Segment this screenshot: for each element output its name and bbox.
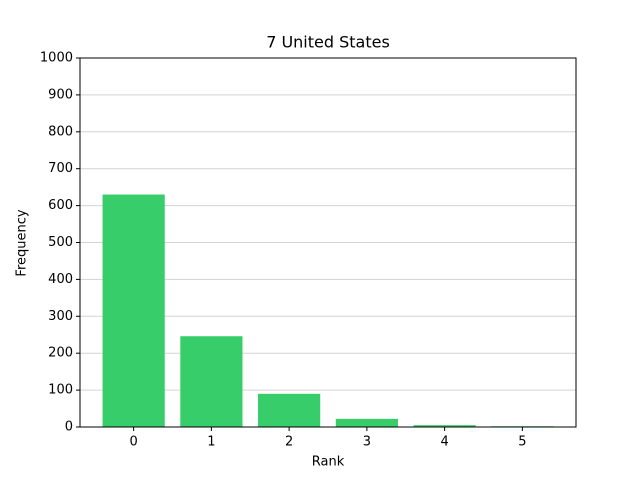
x-tick-label: 3 xyxy=(363,435,371,450)
y-tick-label: 500 xyxy=(48,235,73,250)
x-tick-label: 0 xyxy=(130,435,138,450)
y-tick-label: 100 xyxy=(48,383,73,398)
y-tick-label: 300 xyxy=(48,309,73,324)
x-tick-label: 5 xyxy=(518,435,526,450)
bar xyxy=(258,393,321,427)
bar xyxy=(413,425,476,427)
y-tick-label: 600 xyxy=(48,198,73,213)
y-tick-label: 400 xyxy=(48,272,73,287)
y-tick-label: 1000 xyxy=(40,51,73,66)
y-axis-label: Frequency xyxy=(15,209,30,276)
bar xyxy=(102,194,165,427)
x-tick-label: 1 xyxy=(207,435,215,450)
y-tick-label: 800 xyxy=(48,124,73,139)
y-tick-label: 0 xyxy=(65,420,73,435)
x-tick-label: 4 xyxy=(440,435,448,450)
chart-title: 7 United States xyxy=(266,33,390,52)
y-tick-label: 700 xyxy=(48,161,73,176)
x-tick-label: 2 xyxy=(285,435,293,450)
y-tick-label: 200 xyxy=(48,346,73,361)
bar xyxy=(180,336,243,427)
y-tick-label: 900 xyxy=(48,87,73,102)
plot-frame xyxy=(79,57,577,428)
x-axis-label: Rank xyxy=(312,455,345,470)
bar xyxy=(335,418,398,427)
